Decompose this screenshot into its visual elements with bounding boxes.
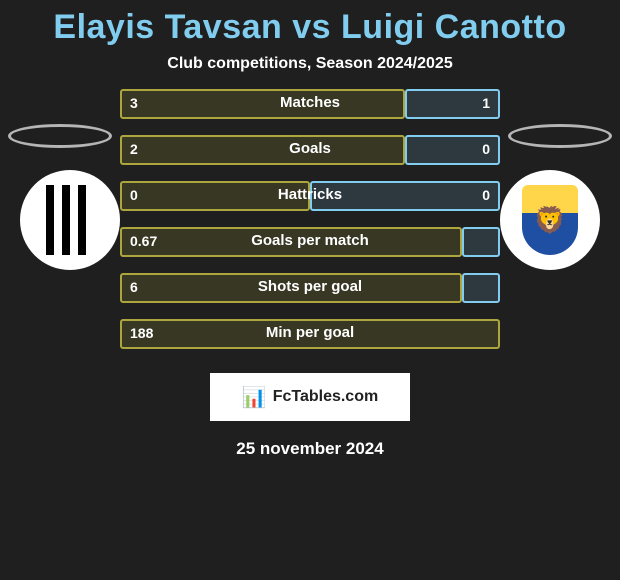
stat-row: 0.67Goals per match xyxy=(120,227,500,257)
stat-label: Goals per match xyxy=(120,227,500,255)
stat-label: Matches xyxy=(120,89,500,117)
stat-row: 00Hattricks xyxy=(120,181,500,211)
stat-row: 31Matches xyxy=(120,89,500,119)
stat-label: Shots per goal xyxy=(120,273,500,301)
player1-avatar-ring xyxy=(8,124,112,148)
player1-name: Elayis Tavsan xyxy=(53,8,282,46)
stat-label: Goals xyxy=(120,135,500,163)
stat-row: 20Goals xyxy=(120,135,500,165)
date-text: 25 november 2024 xyxy=(0,439,620,459)
cesena-stripes-icon xyxy=(40,185,100,255)
stat-label: Min per goal xyxy=(120,319,500,347)
page-title: Elayis Tavsan vs Luigi Canotto xyxy=(0,0,620,47)
player2-club-badge: 🦁 xyxy=(500,170,600,270)
fctables-logo: 📊 FcTables.com xyxy=(210,373,410,421)
stat-row: 188Min per goal xyxy=(120,319,500,349)
subtitle: Club competitions, Season 2024/2025 xyxy=(0,55,620,73)
player1-club-badge xyxy=(20,170,120,270)
player2-avatar-ring xyxy=(508,124,612,148)
stat-label: Hattricks xyxy=(120,181,500,209)
chart-icon: 📊 xyxy=(242,385,267,410)
frosinone-shield-icon: 🦁 xyxy=(522,185,578,255)
player2-name: Luigi Canotto xyxy=(341,8,567,46)
stat-row: 6Shots per goal xyxy=(120,273,500,303)
logo-text: FcTables.com xyxy=(273,388,379,406)
vs-text: vs xyxy=(292,8,331,46)
